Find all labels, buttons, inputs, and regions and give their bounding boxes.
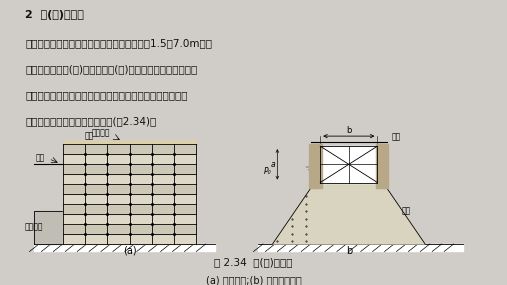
Polygon shape [314,144,321,188]
Polygon shape [34,211,63,244]
Polygon shape [63,234,196,244]
Text: 地喆砂石: 地喆砂石 [25,222,43,231]
Text: 况下，可采用木(竹)笼围堰。木(竹)笼围堰是用木或竹材料叠: 况下，可采用木(竹)笼围堰。木(竹)笼围堰是用木或竹材料叠 [25,64,198,74]
Polygon shape [258,244,463,251]
Text: 全口板桩: 全口板桩 [91,128,110,137]
Text: 填片石，然后在外侧设置板桩墙(图2.34)。: 填片石，然后在外侧设置板桩墙(图2.34)。 [25,116,157,126]
Polygon shape [309,144,317,188]
Polygon shape [273,181,425,244]
Text: b: b [346,246,352,256]
Text: a: a [270,160,275,169]
Text: (a): (a) [123,246,136,256]
Text: b: b [346,126,351,135]
Text: 拉杆: 拉杆 [392,132,401,141]
Text: 喆石: 喆石 [84,131,94,140]
Text: 基坑: 基坑 [401,207,411,216]
Polygon shape [63,174,196,184]
Polygon shape [63,194,196,204]
Polygon shape [63,144,196,154]
Polygon shape [63,154,196,164]
Polygon shape [63,184,196,194]
Polygon shape [376,144,384,188]
Text: 2  木(竹)笼围堰: 2 木(竹)笼围堰 [25,10,84,20]
Text: 水面: 水面 [35,153,45,162]
Polygon shape [63,224,196,234]
Text: (a) 木笼围堰;(b) 木笼典型断面: (a) 木笼围堰;(b) 木笼典型断面 [206,275,301,285]
Polygon shape [320,146,377,182]
Polygon shape [63,214,196,224]
Text: 图 2.34  木(竹)笼围堰: 图 2.34 木(竹)笼围堰 [214,258,293,268]
Text: 成框架，内填土石构成。为节约材料可先建成本笼架，再抛: 成框架，内填土石构成。为节约材料可先建成本笼架，再抛 [25,90,188,100]
Polygon shape [63,204,196,214]
Polygon shape [63,164,196,174]
Text: 在岩层裸露河底不能打桩，或流速较大而水深1.5～7.0m的情: 在岩层裸露河底不能打桩，或流速较大而水深1.5～7.0m的情 [25,38,212,48]
Polygon shape [381,144,388,188]
Text: P₀: P₀ [264,167,272,176]
Polygon shape [63,140,196,144]
Text: e: e [384,174,389,180]
Polygon shape [34,244,215,251]
